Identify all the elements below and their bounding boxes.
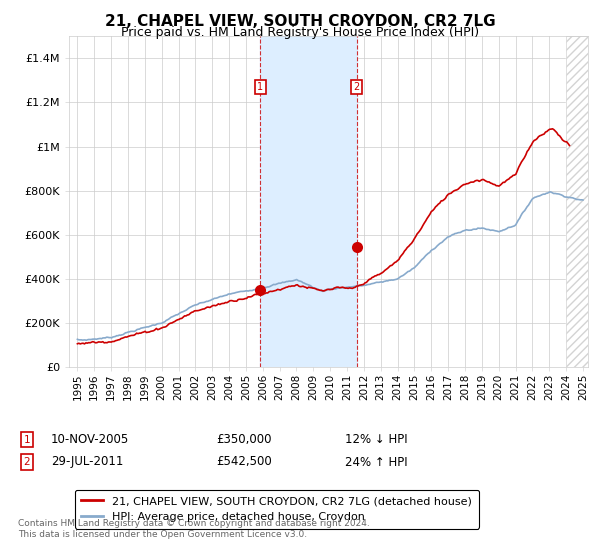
Text: 2: 2 [23, 457, 31, 467]
Text: 21, CHAPEL VIEW, SOUTH CROYDON, CR2 7LG: 21, CHAPEL VIEW, SOUTH CROYDON, CR2 7LG [104, 14, 496, 29]
Text: 10-NOV-2005: 10-NOV-2005 [51, 433, 129, 446]
Text: 2: 2 [353, 82, 360, 92]
Text: £542,500: £542,500 [216, 455, 272, 469]
Text: 1: 1 [23, 435, 31, 445]
Bar [566, 36, 588, 367]
Text: Price paid vs. HM Land Registry's House Price Index (HPI): Price paid vs. HM Land Registry's House … [121, 26, 479, 39]
Text: 12% ↓ HPI: 12% ↓ HPI [345, 433, 407, 446]
Text: 1: 1 [257, 82, 263, 92]
Legend: 21, CHAPEL VIEW, SOUTH CROYDON, CR2 7LG (detached house), HPI: Average price, de: 21, CHAPEL VIEW, SOUTH CROYDON, CR2 7LG … [74, 489, 479, 529]
Bar [260, 36, 356, 367]
Bar [566, 36, 588, 367]
Text: This data is licensed under the Open Government Licence v3.0.: This data is licensed under the Open Gov… [18, 530, 307, 539]
Text: £350,000: £350,000 [216, 433, 271, 446]
Text: 29-JUL-2011: 29-JUL-2011 [51, 455, 124, 469]
Text: Contains HM Land Registry data © Crown copyright and database right 2024.: Contains HM Land Registry data © Crown c… [18, 519, 370, 528]
Text: 24% ↑ HPI: 24% ↑ HPI [345, 455, 407, 469]
